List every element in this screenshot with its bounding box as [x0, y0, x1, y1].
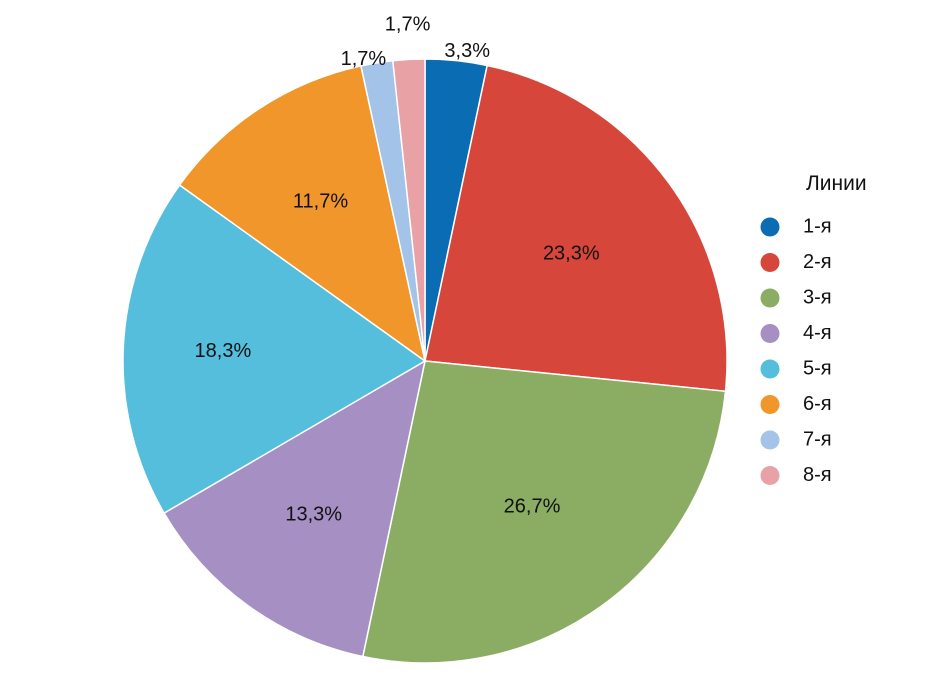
data-label-8: 1,7%	[385, 14, 431, 36]
legend-label-6: 6-я	[803, 393, 832, 415]
pie-slice-6	[178, 64, 427, 363]
legend-marker-7	[760, 430, 780, 450]
legend-marker-8	[760, 466, 780, 485]
legend-label-7: 7-я	[803, 428, 832, 450]
legend-label-1: 1-я	[803, 215, 832, 237]
legend-label-3: 3-я	[803, 286, 832, 308]
legend-label-2: 2-я	[803, 251, 832, 273]
pie-slices	[122, 58, 728, 664]
data-label-5: 18,3%	[195, 340, 252, 362]
legend: Линии 1-я 2-я 3-я 4-я 5-я 6-я 7-я 8-я	[760, 172, 867, 486]
legend-label-8: 8-я	[803, 464, 832, 486]
legend-marker-6	[760, 395, 780, 414]
legend-label-5: 5-я	[803, 357, 832, 379]
data-label-4: 13,3%	[285, 504, 342, 526]
legend-marker-1	[760, 217, 780, 237]
pie-slice-4	[163, 359, 427, 658]
data-label-3: 26,7%	[504, 496, 561, 518]
legend-marker-2	[760, 253, 780, 272]
legend-marker-3	[760, 288, 780, 308]
data-label-2: 23,3%	[543, 242, 600, 264]
pie-slice-3	[361, 360, 727, 664]
data-label-6: 11,7%	[293, 190, 348, 212]
pie-slice-8	[391, 58, 426, 362]
legend-title: Линии	[806, 172, 867, 195]
pie-data-labels: 3,3% 23,3% 26,7% 13,3% 18,3% 11,7% 1,7% 1,7%	[195, 14, 600, 526]
data-label-1: 3,3%	[444, 40, 490, 62]
pie-slice-5	[122, 183, 427, 515]
legend-marker-4	[760, 324, 780, 343]
data-label-7: 1,7%	[341, 48, 387, 70]
pie-slice-2	[424, 64, 728, 393]
legend-label-4: 4-я	[803, 322, 832, 344]
legend-marker-5	[760, 359, 780, 379]
